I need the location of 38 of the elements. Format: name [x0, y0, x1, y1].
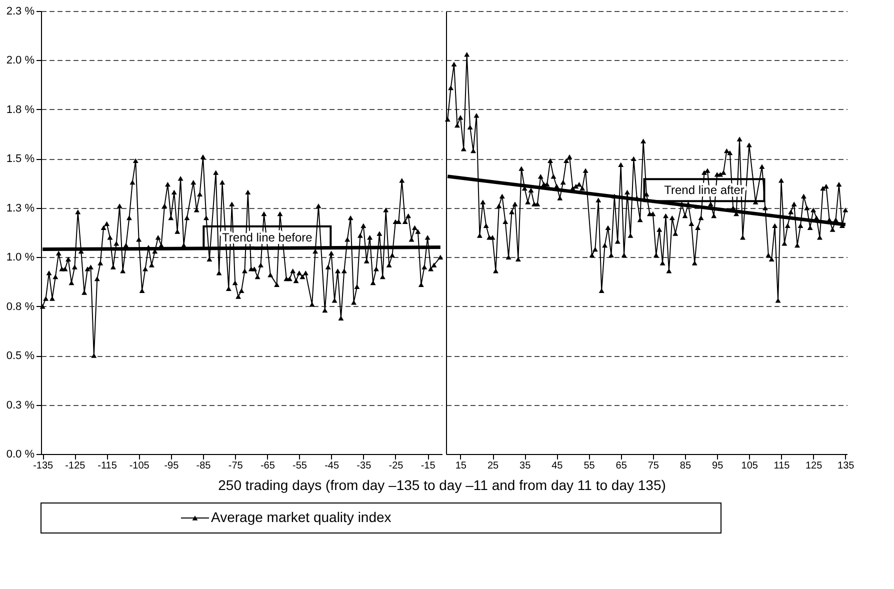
x-tick-label: -75: [228, 460, 244, 472]
y-tick-label: 0.8 %: [6, 300, 35, 313]
legend-label: Average market quality index: [211, 509, 392, 525]
y-tick-label: 1.3 %: [6, 202, 35, 214]
x-tick-label: -55: [292, 460, 308, 472]
x-tick-label: -125: [65, 460, 86, 472]
y-tick-label: 2.0 %: [6, 54, 35, 67]
x-tick-label: 85: [680, 460, 692, 472]
y-tick-label: 2.3 %: [6, 6, 35, 18]
x-tick-label: -15: [420, 460, 436, 472]
x-tick-label: 65: [616, 460, 628, 472]
x-tick-label: -25: [388, 460, 404, 472]
x-tick-label: 25: [487, 460, 500, 472]
x-tick-label: -95: [164, 460, 180, 472]
y-tick-label: 0.0 %: [6, 448, 35, 460]
y-tick-label: 0.5 %: [6, 350, 35, 362]
x-tick-label: 115: [774, 460, 790, 472]
x-axis-title: 250 trading days (from day –135 to day –11 and from day 11 to day 135): [218, 477, 666, 493]
x-tick-label: 125: [805, 460, 823, 472]
x-tick-label: -135: [33, 460, 54, 472]
y-tick-label: 1.0 %: [6, 252, 35, 264]
x-tick-label: -85: [196, 460, 212, 472]
x-tick-label: -115: [98, 460, 118, 472]
x-tick-label: -35: [356, 460, 372, 472]
y-tick-label: 1.8 %: [6, 104, 35, 116]
x-tick-label: 135: [838, 460, 855, 472]
x-tick-label: 45: [552, 460, 564, 472]
y-tick-label: 0.3 %: [6, 399, 35, 412]
x-tick-label: -45: [324, 460, 340, 472]
x-tick-label: 95: [712, 460, 724, 472]
x-tick-label: -105: [129, 460, 150, 472]
x-tick-label: 75: [648, 460, 660, 472]
x-tick-label: 105: [741, 460, 758, 472]
x-tick-label: 15: [455, 460, 467, 472]
x-tick-label: 35: [520, 460, 532, 472]
y-tick-label: 1.5 %: [6, 153, 35, 166]
x-tick-label: 55: [584, 460, 596, 472]
x-tick-label: -65: [260, 460, 276, 472]
